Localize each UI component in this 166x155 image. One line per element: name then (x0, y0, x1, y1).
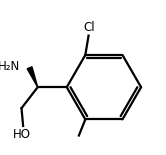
Polygon shape (27, 67, 38, 87)
Text: HO: HO (12, 128, 31, 141)
Text: Cl: Cl (83, 21, 95, 34)
Text: H₂N: H₂N (0, 60, 20, 73)
